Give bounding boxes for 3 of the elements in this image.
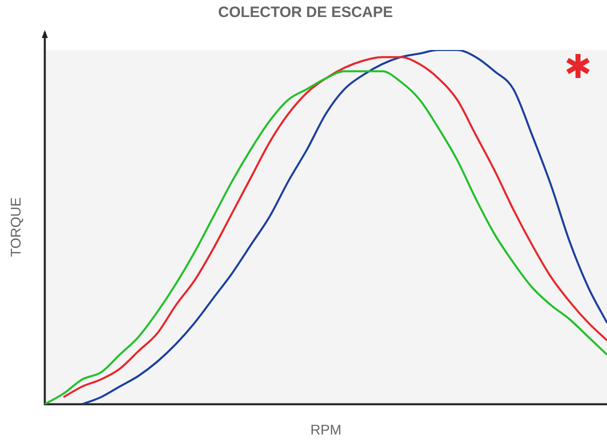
chart-title: COLECTOR DE ESCAPE (218, 4, 393, 22)
y-axis-title: TORQUE (7, 197, 24, 257)
x-axis-title: RPM (310, 421, 342, 438)
